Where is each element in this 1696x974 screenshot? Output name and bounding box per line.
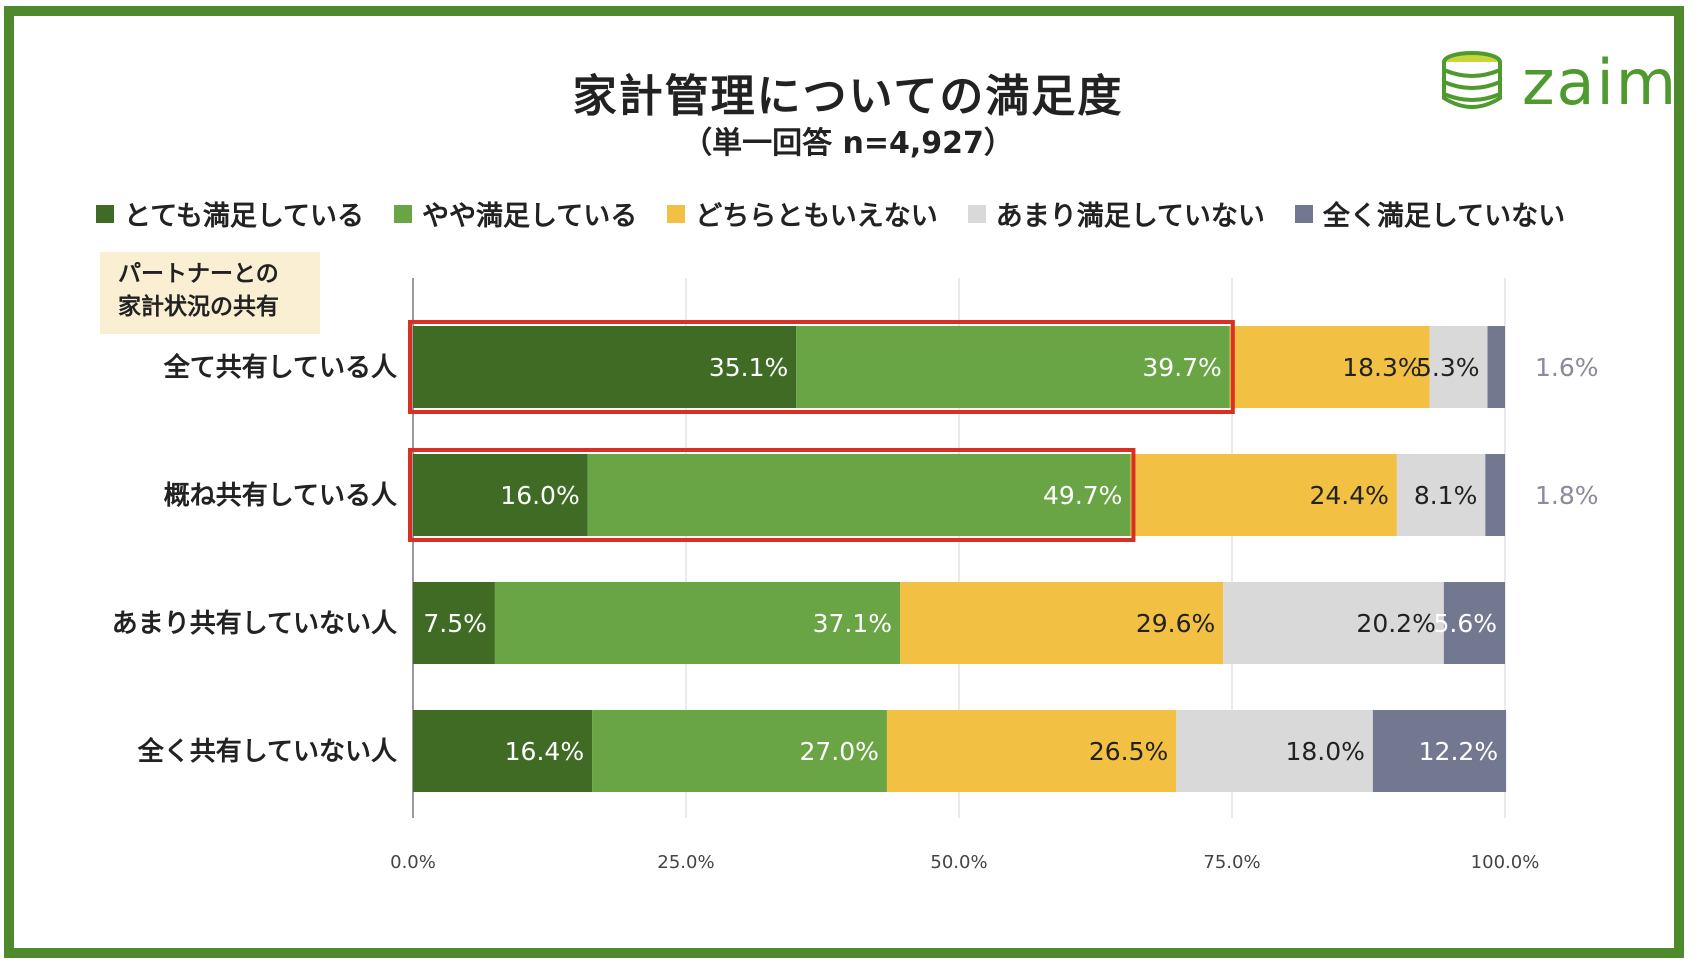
zaim-logo: zaim <box>1438 46 1676 120</box>
data-label: 39.7% <box>1142 353 1221 382</box>
data-label: 20.2% <box>1356 609 1435 638</box>
x-tick-label: 100.0% <box>1471 852 1540 873</box>
data-label: 18.0% <box>1285 737 1364 766</box>
data-label: 49.7% <box>1043 481 1122 510</box>
bar-segment <box>413 582 495 664</box>
data-label: 35.1% <box>709 353 788 382</box>
category-label: あまり共有していない人 <box>112 609 397 639</box>
bar-segment <box>1223 582 1444 664</box>
data-label: 7.5% <box>423 609 487 638</box>
legend-label: あまり満足していない <box>995 201 1265 232</box>
legend-swatch <box>394 204 413 223</box>
bar-segment <box>592 710 887 792</box>
bar-segment <box>900 582 1224 664</box>
x-tick-label: 75.0% <box>1203 852 1260 873</box>
category-label: 全て共有している人 <box>163 352 397 383</box>
bar-segment <box>796 326 1230 408</box>
x-tick-label: 50.0% <box>930 852 987 873</box>
chart-subtitle: （単一回答 n=4,927） <box>682 126 1014 161</box>
bar-segment <box>413 710 593 792</box>
data-label: 16.4% <box>505 737 584 766</box>
bar-segment <box>1229 326 1430 408</box>
bar-segment <box>1176 710 1373 792</box>
logo-text: zaim <box>1522 46 1679 119</box>
bar-segment <box>494 582 901 664</box>
data-label: 5.6% <box>1433 609 1497 638</box>
category-label: 概ね共有している人 <box>164 481 397 511</box>
legend-item: 全く満足していない <box>1294 194 1566 233</box>
x-tick-label: 25.0% <box>657 852 714 873</box>
category-label: 全く共有していない人 <box>137 736 397 767</box>
legend-label: どちらともいえない <box>695 201 938 232</box>
data-label: 27.0% <box>800 737 879 766</box>
bar-segment <box>1396 454 1486 536</box>
data-label: 29.6% <box>1136 609 1215 638</box>
data-label: 1.6% <box>1535 353 1599 382</box>
bar-segment <box>413 454 588 536</box>
coin-stack-icon <box>1442 51 1502 109</box>
legend-swatch <box>967 204 986 223</box>
legend-swatch <box>667 204 686 223</box>
legend-label: 全く満足していない <box>1322 201 1566 232</box>
bar-segment <box>1443 582 1505 664</box>
data-label: 16.0% <box>500 481 579 510</box>
highlight-box <box>408 320 1235 414</box>
group-label-line: パートナーとの <box>118 261 279 287</box>
bar-segment <box>587 454 1131 536</box>
legend-label: やや満足している <box>422 201 638 232</box>
legend-swatch <box>1294 204 1313 223</box>
chart-legend: とても満足している やや満足している どちらともいえない あまり満足していない 全く満足… <box>96 194 1565 233</box>
chart-title: 家計管理についての満足度 <box>572 71 1124 122</box>
data-label: 24.4% <box>1309 481 1388 510</box>
legend-item: どちらともいえない <box>667 194 938 233</box>
bar-segment <box>413 326 797 408</box>
bar-segment <box>1429 326 1488 408</box>
data-label: 8.1% <box>1414 481 1478 510</box>
data-label: 12.2% <box>1419 737 1498 766</box>
legend-item: やや満足している <box>394 194 637 233</box>
legend-item: あまり満足していない <box>967 194 1265 233</box>
legend-swatch <box>96 204 114 223</box>
legend-label: とても満足している <box>124 201 365 232</box>
data-label: 37.1% <box>813 609 892 638</box>
bar-segment <box>1485 454 1505 536</box>
x-tick-label: 0.0% <box>390 852 436 873</box>
data-label: 5.3% <box>1416 353 1480 382</box>
bar-segment <box>1372 710 1507 792</box>
bar-segment <box>1130 454 1397 536</box>
data-label: 18.3% <box>1342 353 1421 382</box>
group-label-line: 家計状況の共有 <box>118 294 279 320</box>
group-label-box: パートナーとの 家計状況の共有 <box>100 252 320 334</box>
bar-segment <box>1487 326 1505 408</box>
bar-segment <box>886 710 1177 792</box>
highlight-box <box>408 448 1136 542</box>
data-label: 26.5% <box>1089 737 1168 766</box>
data-label: 1.8% <box>1535 481 1599 510</box>
legend-item: とても満足している <box>96 194 364 233</box>
